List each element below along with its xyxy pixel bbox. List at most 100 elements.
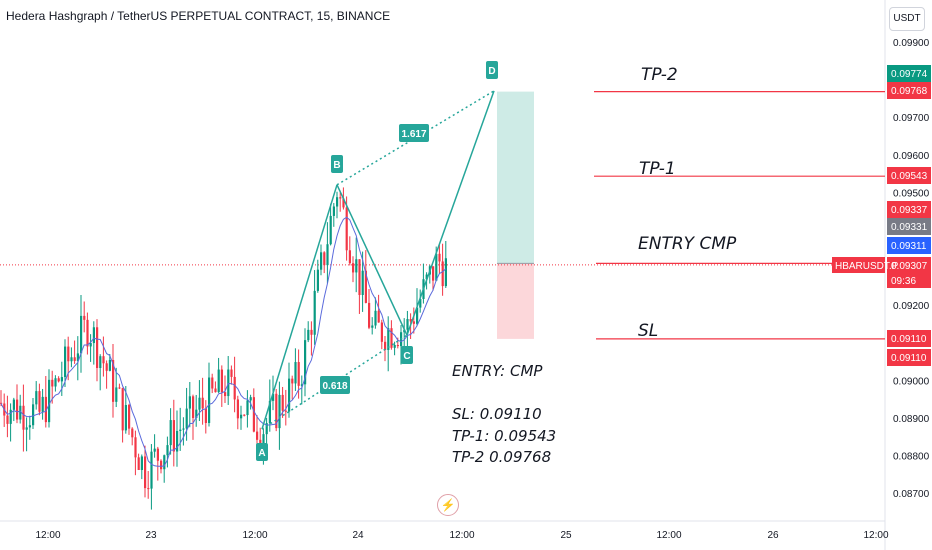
profit-zone (497, 91, 534, 264)
candle-body (48, 379, 51, 423)
y-tick-label: 0.08900 (893, 414, 930, 425)
pattern-leg-bc (336, 184, 408, 336)
candle-body (374, 310, 377, 326)
price-tag (887, 257, 931, 274)
candle-body (70, 357, 73, 362)
candle-body (355, 259, 358, 273)
candle-body (224, 392, 227, 397)
x-tick-label: 12:00 (863, 530, 888, 541)
candle-body (121, 388, 124, 431)
price-tag-label: 0.09307 (891, 261, 928, 272)
candle-body (99, 356, 102, 368)
candle-body (345, 207, 348, 251)
candle-body (172, 420, 175, 452)
candle-body (243, 414, 246, 416)
x-tick-label: 12:00 (35, 530, 60, 541)
candle-body (185, 408, 188, 429)
candle-body (118, 387, 121, 389)
candle-body (208, 377, 211, 423)
pattern-leg-ab (261, 184, 338, 430)
pattern-point-c (401, 346, 413, 364)
x-tick-label: 25 (560, 530, 572, 541)
candle-body (38, 391, 41, 412)
price-tag-label: 0.09768 (891, 86, 928, 97)
candle-body (19, 405, 22, 420)
level-label: SL (638, 321, 658, 341)
candle-body (288, 378, 291, 412)
trade-note: TP-1: 0.09543 (452, 427, 556, 445)
candle-body (419, 298, 422, 308)
ratio-label: 0.618 (322, 381, 347, 392)
candle-body (57, 378, 60, 382)
candle-body (291, 378, 294, 384)
pattern-label: C (403, 351, 410, 362)
candle-body (278, 394, 281, 429)
candle-body (188, 396, 191, 409)
candle-body (128, 405, 131, 429)
candle-body (236, 399, 239, 419)
candle-body (361, 270, 364, 295)
candle-body (105, 363, 108, 371)
candle-body (387, 328, 390, 350)
candle-body (262, 434, 265, 449)
candle-body (182, 428, 185, 430)
candle-body (137, 457, 140, 470)
x-tick-label: 12:00 (449, 530, 474, 541)
currency-button[interactable]: USDT (889, 7, 925, 31)
candle-body (406, 319, 409, 330)
symbol-tag (832, 257, 885, 273)
price-tag-label: 0.09110 (891, 353, 927, 364)
candle-body (198, 397, 201, 410)
candle-body (320, 252, 323, 270)
level-label: TP-1 (639, 159, 676, 179)
candle-body (364, 270, 367, 303)
candle-body (249, 397, 252, 401)
candle-body (204, 408, 207, 423)
x-tick-label: 23 (145, 530, 157, 541)
candle-body (195, 409, 198, 418)
candle-body (108, 359, 111, 371)
candle-body (284, 410, 287, 412)
candle-body (0, 402, 3, 404)
candle-body (153, 448, 156, 452)
candle-body (416, 307, 419, 324)
pattern-point-a (256, 443, 268, 461)
price-tag (887, 82, 931, 99)
candle-body (342, 198, 345, 208)
candle-body (32, 404, 35, 426)
candle-body (390, 328, 393, 348)
trade-note: TP-2 0.09768 (452, 448, 551, 466)
candle-body (368, 302, 371, 328)
candle-body (326, 244, 329, 266)
ratio-box (320, 376, 350, 394)
level-label: ENTRY CMP (638, 234, 737, 254)
price-tag (887, 65, 931, 82)
candle-body (6, 415, 9, 424)
loss-zone (497, 263, 534, 339)
candle-body (214, 388, 217, 393)
price-tag-label: 0.09543 (891, 171, 928, 182)
candle-body (300, 384, 303, 386)
x-tick-label: 12:00 (242, 530, 267, 541)
pattern-label: B (333, 160, 340, 171)
candle-body (124, 405, 127, 431)
candle-body (275, 393, 278, 429)
y-tick-label: 0.09900 (893, 38, 930, 49)
candle-body (73, 357, 76, 361)
candle-body (412, 321, 415, 324)
y-tick-label: 0.09700 (893, 113, 930, 124)
candle-body (163, 455, 166, 470)
candle-body (86, 319, 89, 347)
chart-title: Hedera Hashgraph / TetherUS PERPETUAL CO… (6, 9, 391, 23)
candle-body (256, 431, 259, 440)
candle-body (393, 345, 396, 348)
candle-body (44, 396, 47, 423)
candle-body (25, 427, 28, 430)
pattern-point-d (486, 61, 498, 79)
candle-body (140, 456, 143, 470)
candle-body (92, 327, 95, 344)
pattern-point-b (331, 155, 343, 173)
lightning-icon[interactable]: ⚡ (437, 494, 459, 516)
price-tag (887, 201, 931, 218)
